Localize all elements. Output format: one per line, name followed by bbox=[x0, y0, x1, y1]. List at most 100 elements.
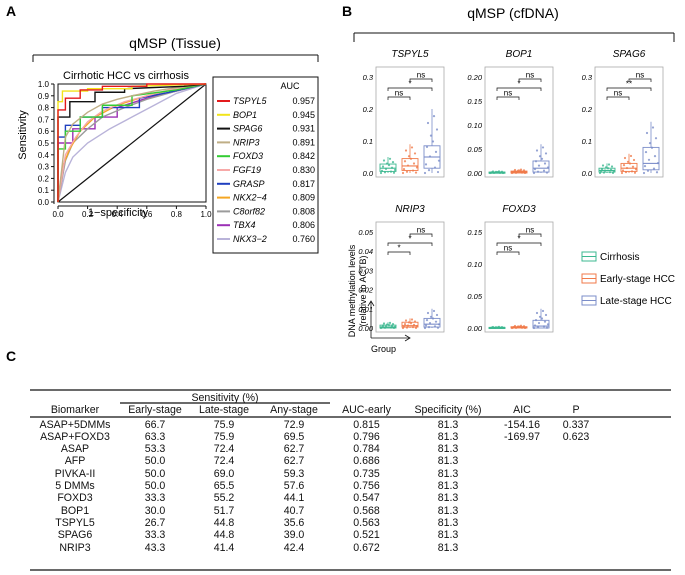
boxplot-y-tick-label: 0.10 bbox=[467, 121, 482, 130]
table-cell: 35.6 bbox=[283, 516, 305, 529]
boxplot-point bbox=[433, 325, 437, 328]
table-cell: 81.3 bbox=[437, 455, 459, 468]
roc-legend-auc: 0.830 bbox=[292, 165, 315, 175]
boxplot-tspyl5: TSPYL5 0.0 0.1 0.2 0.3 ns * ns bbox=[363, 49, 445, 178]
boxplot-point bbox=[393, 168, 397, 172]
table-cell: 44.8 bbox=[213, 516, 235, 529]
boxplot-y-tick-label: 0.00 bbox=[467, 324, 482, 333]
roc-legend-auc: 0.760 bbox=[292, 234, 315, 244]
table-column-header: Specificity (%) bbox=[414, 404, 482, 417]
significance-label: * bbox=[408, 80, 411, 89]
roc-x-tick-label: 1.0 bbox=[200, 210, 212, 219]
boxplot-point bbox=[546, 323, 550, 326]
table-cell: 0.521 bbox=[353, 529, 380, 542]
significance-label: ns bbox=[526, 226, 534, 235]
significance-bracket bbox=[496, 251, 520, 255]
boxplot-point bbox=[609, 168, 613, 171]
table-cell: 43.3 bbox=[144, 541, 166, 554]
boxplot-point bbox=[537, 321, 541, 325]
boxplot-point bbox=[390, 324, 394, 328]
group-legend-label: Cirrhosis bbox=[600, 252, 639, 263]
roc-series-line bbox=[57, 83, 207, 202]
boxplot-point bbox=[538, 155, 542, 158]
boxplot-point bbox=[403, 322, 407, 326]
table-cell: 50.0 bbox=[144, 455, 166, 468]
table-cell bbox=[551, 542, 601, 554]
boxplot-point bbox=[406, 324, 410, 327]
table-cell: 72.9 bbox=[283, 418, 305, 431]
roc-legend-auc: 0.945 bbox=[292, 110, 315, 120]
significance-bracket bbox=[387, 251, 411, 255]
boxplot-point bbox=[412, 162, 416, 165]
table-cell bbox=[551, 480, 601, 492]
table-cell bbox=[493, 468, 551, 480]
significance-label: ns bbox=[636, 71, 644, 80]
boxplot-point bbox=[611, 171, 615, 174]
boxplot-point bbox=[404, 149, 408, 152]
roc-y-tick-label: 0.1 bbox=[38, 186, 50, 195]
significance-bracket bbox=[409, 78, 433, 82]
table-cell: SPAG6 bbox=[57, 529, 93, 542]
significance-label: ns bbox=[504, 89, 512, 98]
roc-series-line bbox=[57, 83, 207, 202]
table-cell: 44.1 bbox=[283, 492, 305, 505]
table-cell: 42.4 bbox=[283, 541, 305, 554]
boxplot-point bbox=[385, 162, 389, 165]
boxplot-point bbox=[534, 319, 538, 322]
boxplot-point bbox=[437, 323, 441, 326]
boxplot-point bbox=[516, 169, 520, 172]
boxplot-frame bbox=[484, 221, 554, 333]
roc-y-tick-label: 0.4 bbox=[38, 151, 50, 160]
table-cell bbox=[493, 529, 551, 541]
table-cell: 57.6 bbox=[283, 480, 305, 493]
table-column-header: Biomarker bbox=[50, 404, 100, 417]
boxplot-point bbox=[391, 322, 395, 326]
boxplot-point bbox=[382, 322, 386, 325]
table-cell: 0.686 bbox=[353, 455, 380, 468]
table-cell: 81.3 bbox=[437, 480, 459, 493]
boxplot-y-tick-label: 0.3 bbox=[363, 73, 374, 82]
significance-label: * bbox=[517, 80, 520, 89]
significance-bracket bbox=[409, 233, 433, 237]
table-cell bbox=[551, 529, 601, 541]
boxplot-point bbox=[536, 326, 540, 329]
table-cell: 81.3 bbox=[437, 492, 459, 505]
boxplot-point bbox=[426, 311, 430, 315]
boxplot-point bbox=[625, 166, 629, 170]
boxplot-point bbox=[647, 158, 651, 161]
significance-label: ns bbox=[417, 226, 425, 235]
significance-bracket bbox=[387, 96, 411, 100]
boxplot-point bbox=[393, 325, 397, 328]
boxplot-point bbox=[546, 166, 550, 169]
significance-label: * bbox=[397, 244, 400, 253]
roc-x-tick-label: 0.4 bbox=[112, 210, 124, 219]
boxplot-point bbox=[433, 166, 437, 169]
boxplot-point bbox=[402, 168, 406, 171]
table-cell bbox=[493, 492, 551, 504]
boxplot-point bbox=[542, 169, 546, 172]
table-cell bbox=[551, 492, 601, 504]
table-row: SPAG6 33.3 44.8 39.0 0.521 81.3 bbox=[30, 529, 601, 541]
boxplot-point bbox=[524, 326, 528, 329]
table-row: TSPYL5 26.7 44.8 35.6 0.563 81.3 bbox=[30, 517, 601, 529]
boxplot-point bbox=[407, 155, 411, 158]
boxplot-box bbox=[532, 160, 550, 173]
roc-legend-auc: 0.817 bbox=[292, 179, 315, 189]
performance-table: Sensitivity (%) Biomarker Early-stage Late… bbox=[30, 392, 601, 554]
roc-legend-name: NKX2−4 bbox=[233, 193, 267, 203]
table-cell bbox=[493, 443, 551, 455]
boxplot-point bbox=[648, 142, 652, 145]
table-cell: 0.735 bbox=[353, 467, 380, 480]
boxplot-point bbox=[382, 159, 386, 162]
boxplot-point bbox=[535, 149, 539, 152]
roc-title: Cirrhotic HCC vs cirrhosis bbox=[63, 70, 189, 82]
boxplot-point bbox=[532, 171, 536, 175]
table-row: ASAP+FOXD3 63.3 75.9 69.5 0.796 81.3 -169.97 0.… bbox=[30, 431, 601, 443]
boxplot-point bbox=[630, 170, 634, 173]
table-cell: 81.3 bbox=[437, 504, 459, 517]
boxplot-y-tick-label: 0.15 bbox=[467, 228, 482, 237]
boxplot-ylabel-line2: (relative to ACTB) bbox=[358, 255, 368, 326]
boxplot-point bbox=[502, 326, 506, 329]
boxplot-point bbox=[431, 140, 435, 143]
boxplot-point bbox=[513, 168, 517, 172]
